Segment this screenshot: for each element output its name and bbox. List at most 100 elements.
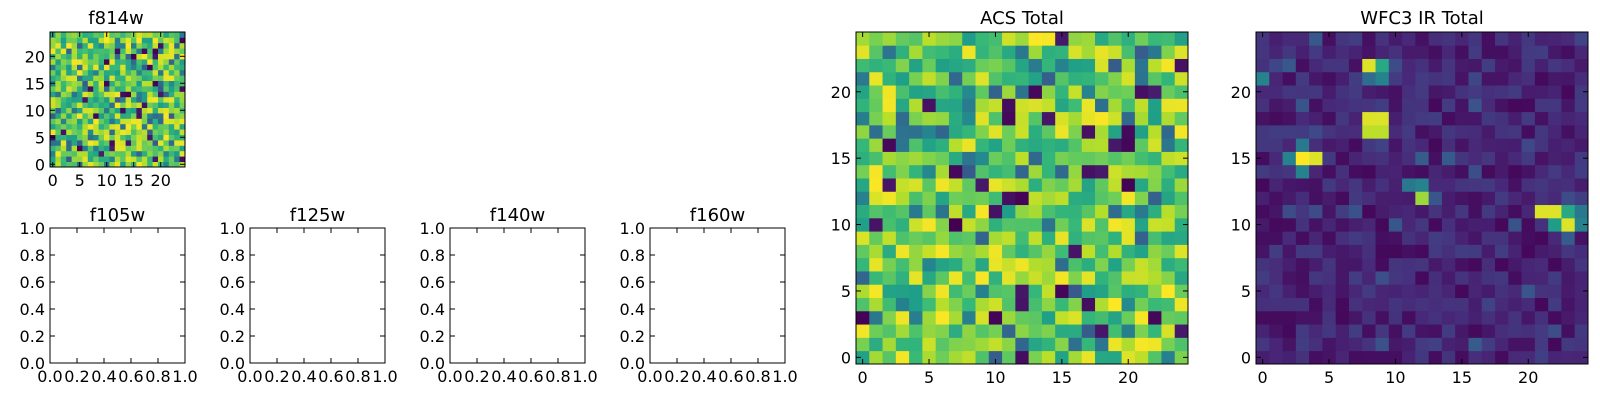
heatmap-cell	[1468, 284, 1483, 298]
heatmap-cell	[1055, 337, 1069, 352]
heatmap-cell	[66, 118, 72, 125]
heatmap-cell	[125, 107, 132, 114]
heatmap-cell	[962, 191, 976, 206]
heatmap-cell	[87, 86, 94, 92]
heatmap-cell	[922, 124, 937, 139]
heatmap-cells-acs-total	[856, 32, 1189, 365]
heatmap-cell	[1455, 350, 1469, 365]
heatmap-cell	[114, 145, 121, 152]
heatmap-cell	[174, 75, 180, 81]
heatmap-cell	[1388, 257, 1403, 272]
heatmap-cell	[125, 59, 132, 65]
heatmap-cell	[1322, 71, 1337, 86]
heatmap-cell	[87, 91, 94, 98]
heatmap-cell	[1028, 32, 1043, 46]
heatmap-cell	[93, 37, 99, 44]
heatmap-cell	[141, 102, 148, 108]
heatmap-cell	[1362, 204, 1376, 219]
heatmap-cell	[125, 156, 132, 162]
heatmap-cell	[77, 140, 83, 146]
heatmap-cell	[1415, 217, 1430, 232]
heatmap-cell	[1534, 284, 1549, 298]
heatmap-cell	[109, 91, 116, 98]
heatmap-cell	[1322, 271, 1337, 285]
heatmap-cell	[1428, 244, 1443, 259]
heatmap-cell	[1081, 45, 1096, 59]
heatmap-cell	[1095, 58, 1109, 73]
heatmap-cell	[1041, 217, 1056, 232]
heatmap-cell	[948, 350, 963, 365]
heatmap-cell	[1415, 244, 1430, 259]
heatmap-cell	[1148, 324, 1162, 338]
heatmap-cell	[93, 91, 99, 98]
heatmap-cell	[922, 257, 937, 272]
heatmap-cell	[136, 86, 143, 92]
heatmap-cell	[1402, 178, 1416, 192]
heatmap-cell	[1481, 310, 1496, 325]
heatmap-cell	[1335, 271, 1350, 285]
heatmap-cell	[1134, 204, 1149, 219]
heatmap-cell	[1322, 324, 1337, 338]
heatmap-cell	[1095, 151, 1109, 166]
heatmap-cell	[87, 156, 94, 162]
heatmap-cell	[82, 134, 89, 141]
heatmap-cell	[1161, 231, 1176, 245]
heatmap-cell	[55, 107, 62, 114]
heatmap-cell	[55, 48, 62, 54]
heatmap-cell	[104, 107, 110, 114]
heatmap-cell	[1295, 164, 1310, 179]
heatmap-cell	[1415, 85, 1430, 99]
heatmap-cell	[60, 129, 67, 135]
heatmap-cell	[120, 107, 126, 114]
heatmap-cell	[1108, 138, 1122, 152]
heatmap-cell	[1375, 271, 1390, 285]
heatmap-cell	[975, 231, 990, 245]
heatmap-cell	[120, 48, 126, 54]
heatmap-cell	[87, 53, 94, 60]
heatmap-cell	[1015, 32, 1030, 46]
heatmap-cell	[922, 32, 937, 46]
heatmap-cell	[1561, 217, 1576, 232]
y-tick-label: 0	[1241, 348, 1251, 367]
heatmap-cell	[1161, 138, 1176, 152]
heatmap-cell	[869, 257, 883, 272]
heatmap-cell	[66, 37, 72, 44]
heatmap-cell	[77, 48, 83, 54]
heatmap-cell	[1121, 164, 1136, 179]
heatmap-cell	[895, 297, 910, 312]
heatmap-cell	[962, 111, 976, 126]
heatmap-cell	[147, 134, 153, 141]
heatmap-cell	[895, 164, 910, 179]
heatmap-cell	[141, 145, 148, 152]
heatmap-cell	[125, 102, 132, 108]
heatmap-cell	[895, 337, 910, 352]
heatmap-cell	[98, 91, 105, 98]
heatmap-cell	[909, 85, 923, 99]
heatmap-cell	[1121, 151, 1136, 166]
heatmap-cell	[935, 271, 950, 285]
heatmap-cell	[77, 42, 83, 49]
heatmap-cell	[988, 257, 1003, 272]
heatmap-cell	[1402, 244, 1416, 259]
heatmap-cell	[141, 42, 148, 49]
heatmap-cell	[1375, 310, 1390, 325]
heatmap-cell	[87, 42, 94, 49]
heatmap-cell	[114, 80, 121, 87]
heatmap-cell	[1081, 85, 1096, 99]
heatmap-cell	[1574, 271, 1589, 285]
heatmap-cell	[1388, 324, 1403, 338]
heatmap-cell	[1028, 124, 1043, 139]
heatmap-cell	[1481, 32, 1496, 46]
heatmap-cell	[1295, 257, 1310, 272]
heatmap-cell	[71, 140, 78, 146]
y-tick-label: 15	[831, 149, 851, 168]
heatmap-cell	[71, 145, 78, 152]
heatmap-cell	[120, 118, 126, 125]
heatmap-cell	[147, 37, 153, 44]
heatmap-cell	[1375, 45, 1390, 59]
heatmap-cell	[1508, 111, 1522, 126]
heatmap-cell	[882, 138, 897, 152]
heatmap-cell	[1081, 71, 1096, 86]
heatmap-cell	[1534, 71, 1549, 86]
heatmap-cell	[1121, 138, 1136, 152]
